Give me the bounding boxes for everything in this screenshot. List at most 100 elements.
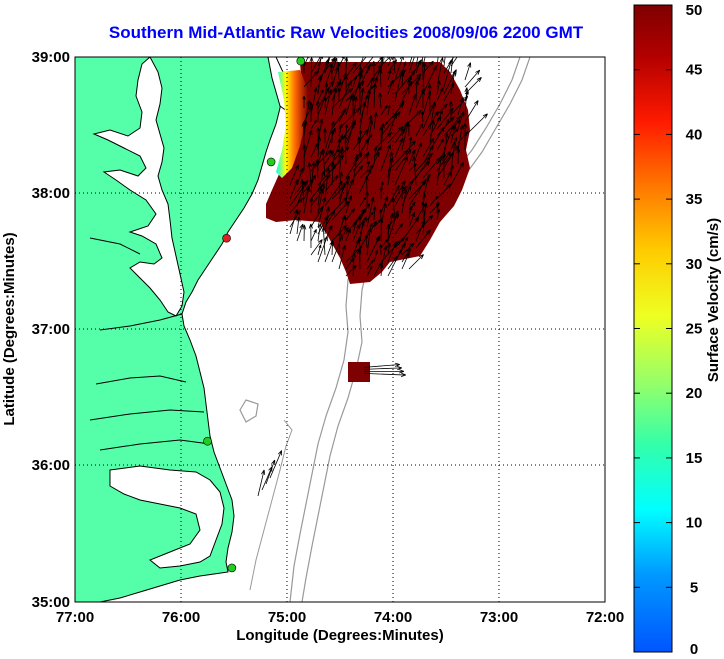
velocity-arrow — [317, 235, 328, 263]
velocity-arrow — [257, 469, 266, 497]
velocity-arrow — [344, 57, 349, 74]
velocity-arrow — [380, 123, 385, 151]
velocity-arrow — [464, 69, 481, 88]
velocity-arrow — [310, 161, 316, 193]
velocity-arrow — [415, 229, 431, 249]
velocity-nearshore — [276, 70, 308, 178]
velocity-arrow — [366, 259, 374, 270]
velocity-arrow — [352, 223, 361, 242]
colorbar-tick-label: 45 — [686, 62, 703, 79]
velocity-arrow — [289, 164, 299, 186]
velocity-arrow — [338, 175, 350, 200]
velocity-arrow — [421, 201, 425, 214]
velocity-arrow — [345, 208, 355, 221]
velocity-arrow — [394, 128, 406, 144]
velocity-arrow — [324, 180, 343, 207]
velocity-arrow — [317, 223, 322, 242]
velocity-arrow — [387, 126, 404, 144]
velocity-arrow — [324, 206, 331, 235]
velocity-arrow — [387, 69, 392, 81]
velocity-arrow — [394, 149, 412, 172]
velocity-arrow — [412, 156, 417, 186]
velocity-arrow — [422, 110, 439, 137]
albemarle-sound — [109, 465, 225, 569]
velocity-arrow — [401, 121, 410, 151]
velocity-arrow — [420, 111, 424, 123]
velocity-arrow — [387, 157, 394, 186]
velocity-arrow — [387, 57, 393, 67]
velocity-arrow — [429, 120, 435, 144]
station-marker — [227, 563, 237, 573]
velocity-arrow — [378, 68, 383, 88]
velocity-arrow — [351, 252, 357, 277]
velocity-arrow — [324, 175, 339, 193]
velocity-arrow — [387, 59, 398, 74]
colorbar — [633, 4, 673, 653]
velocity-arrow — [450, 57, 458, 67]
chart-title: Southern Mid-Atlantic Raw Velocities 200… — [109, 23, 584, 42]
velocity-arrow — [289, 197, 303, 214]
velocity-arrow — [338, 80, 352, 109]
velocity-arrow — [296, 216, 301, 235]
velocity-arrow — [366, 160, 371, 172]
velocity-arrow — [302, 144, 307, 172]
velocity-arrow — [338, 146, 344, 179]
velocity-arrow — [373, 146, 378, 165]
y-tick-label: 38:00 — [32, 185, 70, 202]
velocity-arrow — [310, 87, 318, 116]
velocity-arrow — [372, 206, 377, 221]
colorbar-tick-label: 10 — [686, 515, 703, 532]
velocity-arrow — [338, 182, 346, 207]
velocity-arrow — [408, 179, 427, 207]
y-tick-label: 37:00 — [32, 321, 70, 338]
velocity-arrow — [436, 155, 443, 186]
velocity-arrow — [331, 87, 354, 109]
velocity-arrow — [457, 111, 465, 130]
velocity-arrow — [317, 75, 323, 95]
velocity-arrow — [345, 180, 350, 207]
velocity-arrow — [408, 149, 416, 165]
velocity-arrow — [345, 178, 354, 200]
velocity-arrow — [366, 211, 374, 221]
velocity-arrow — [366, 235, 381, 263]
x-tick-label: 74:00 — [374, 609, 412, 626]
velocity-arrow — [345, 81, 365, 102]
velocity-arrow — [415, 142, 422, 158]
colorbar-tick-label: 25 — [686, 321, 703, 338]
velocity-arrow — [450, 57, 454, 74]
velocity-arrow — [422, 57, 424, 81]
colorbar-tick-label: 0 — [690, 641, 698, 658]
velocity-arrow — [289, 210, 301, 228]
velocity-arrow — [321, 227, 326, 256]
x-tick-label: 76:00 — [162, 609, 200, 626]
velocity-arrow — [415, 123, 424, 137]
velocity-arrow — [387, 242, 391, 256]
y-tick-label: 35:00 — [32, 594, 70, 611]
velocity-arrow — [401, 189, 408, 214]
velocity-arrow — [364, 175, 369, 193]
velocity-arrow — [450, 128, 459, 137]
velocity-arrow — [415, 152, 434, 172]
velocity-arrow — [366, 88, 372, 116]
velocity-arrow — [309, 57, 314, 88]
velocity-arrow — [387, 185, 400, 207]
velocity-arrow — [436, 152, 454, 179]
velocity-arrow — [345, 152, 363, 179]
x-tick-label: 73:00 — [480, 609, 518, 626]
velocity-arrow — [408, 205, 413, 221]
velocity-arrow — [380, 144, 391, 172]
velocity-arrow — [387, 151, 394, 179]
velocity-arrow — [317, 89, 324, 102]
velocity-arrow — [401, 109, 422, 130]
velocity-arrow — [443, 82, 455, 102]
velocity-arrow — [352, 165, 364, 179]
velocity-arrow — [338, 244, 346, 270]
velocity-arrow — [401, 216, 420, 242]
x-tick-label: 77:00 — [56, 609, 94, 626]
velocity-arrow — [357, 83, 362, 109]
velocity-arrow — [436, 87, 444, 102]
velocity-arrow — [387, 248, 403, 277]
velocity-arrow — [408, 254, 424, 270]
velocity-arrow — [443, 57, 455, 74]
